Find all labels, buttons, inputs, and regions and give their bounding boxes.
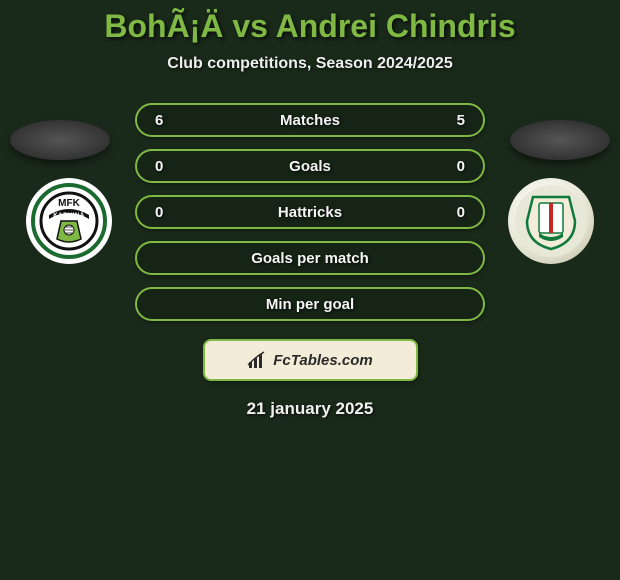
stat-label: Goals per match bbox=[137, 250, 483, 267]
stat-left-value: 6 bbox=[155, 112, 171, 129]
stat-left-value: 0 bbox=[155, 158, 171, 175]
stat-row-min-per-goal: Min per goal bbox=[135, 287, 485, 321]
stat-row-goals: 0 Goals 0 bbox=[135, 149, 485, 183]
brand-text: FcTables.com bbox=[273, 352, 372, 369]
subtitle: Club competitions, Season 2024/2025 bbox=[0, 55, 620, 73]
stat-row-matches: 6 Matches 5 bbox=[135, 103, 485, 137]
stat-label: Matches bbox=[137, 112, 483, 129]
stat-label: Goals bbox=[137, 158, 483, 175]
stat-right-value: 0 bbox=[449, 204, 465, 221]
stats-list: 6 Matches 5 0 Goals 0 0 Hattricks 0 Goal… bbox=[135, 103, 485, 321]
stat-left-value: 0 bbox=[155, 204, 171, 221]
page-title: BohÃ¡Ä vs Andrei Chindris bbox=[0, 8, 620, 45]
stat-row-hattricks: 0 Hattricks 0 bbox=[135, 195, 485, 229]
stat-right-value: 0 bbox=[449, 158, 465, 175]
bar-chart-icon bbox=[247, 350, 267, 370]
stat-label: Min per goal bbox=[137, 296, 483, 313]
date-text: 21 january 2025 bbox=[0, 399, 620, 419]
stat-right-value: 5 bbox=[449, 112, 465, 129]
brand-box[interactable]: FcTables.com bbox=[203, 339, 418, 381]
stat-row-goals-per-match: Goals per match bbox=[135, 241, 485, 275]
stat-label: Hattricks bbox=[137, 204, 483, 221]
